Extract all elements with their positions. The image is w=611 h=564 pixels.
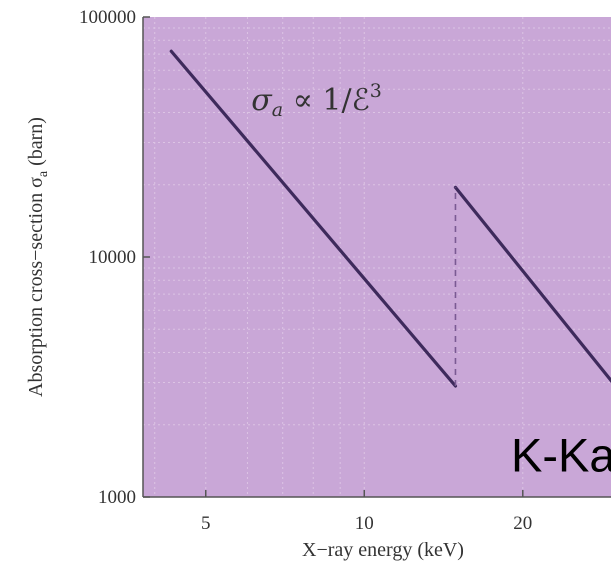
formula-subscript: a [272, 99, 283, 121]
y-tick-label: 10000 [89, 247, 137, 268]
x-tick-label: 20 [513, 513, 532, 534]
y-axis-label-unit: (barn) [25, 117, 47, 171]
x-axis-label: X−ray energy (keV) [302, 539, 464, 561]
x-tick-label: 10 [355, 513, 374, 534]
formula-sigma: σ [251, 83, 273, 118]
x-ticks: 5 10 20 [201, 490, 532, 534]
series-line-below-edge [169, 49, 458, 388]
formula-rest: ∝ 1/ℰ [283, 83, 370, 118]
y-axis-label: Absorption cross−section σa (barn) [25, 117, 51, 397]
x-tick-label: 5 [201, 513, 211, 534]
y-axis-label-subscript: a [36, 170, 51, 177]
grid [143, 17, 611, 497]
formula-annotation: σa ∝ 1/ℰ3 [251, 80, 382, 121]
y-ticks: 1000 10000 100000 [79, 7, 150, 508]
y-tick-label: 100000 [79, 7, 136, 28]
y-tick-label: 1000 [98, 487, 136, 508]
y-axis-label-main: Absorption cross−section σ [25, 177, 47, 397]
series-group [169, 49, 611, 388]
series-line-above-edge [453, 185, 611, 383]
k-edge-label: K-Kante [511, 429, 611, 482]
formula-superscript: 3 [370, 80, 382, 102]
